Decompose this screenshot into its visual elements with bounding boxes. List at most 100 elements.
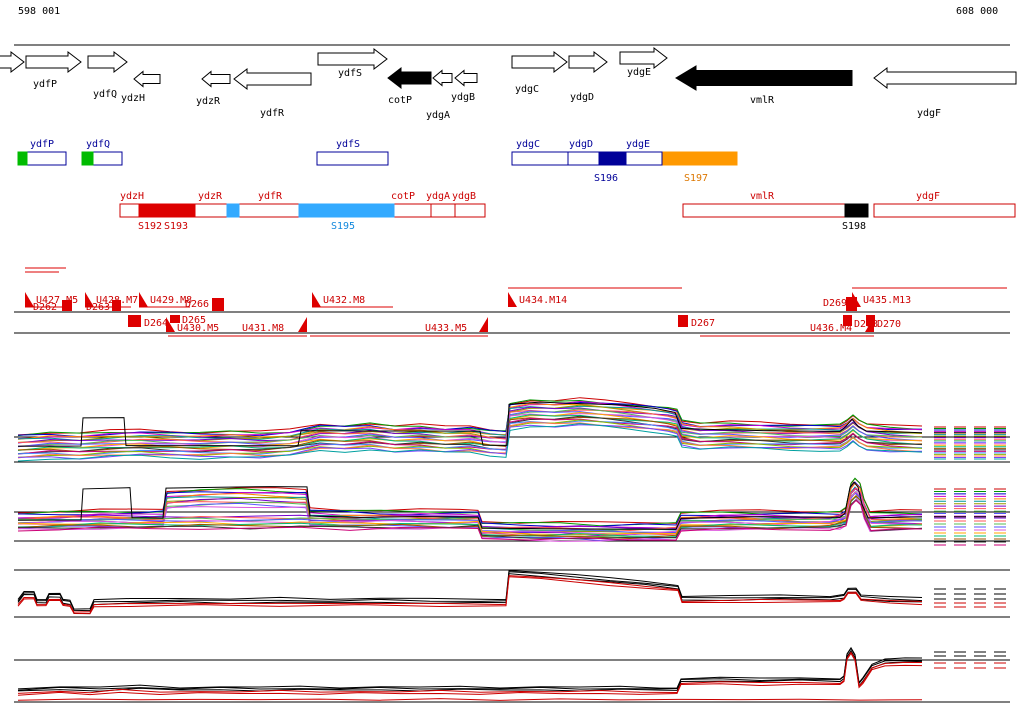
- expression-panel-3-trace: [17, 571, 923, 612]
- expression-panel-2-trace: [17, 495, 923, 539]
- region-start-label: 598 001: [18, 6, 61, 17]
- expression-panel-2-trace: [17, 481, 923, 528]
- expression-panel-1-trace: [17, 410, 923, 448]
- downshift-label: D265: [182, 315, 206, 326]
- downshift-box-D262[interactable]: [62, 300, 72, 311]
- gene-ydgA-label: ydgA: [426, 110, 450, 121]
- segment-blue-gene-label: ydgE: [626, 139, 650, 150]
- segment-red-gene-label: ydgB: [452, 191, 476, 202]
- gene-ydgC-arrow[interactable]: [511, 50, 568, 74]
- segment-red-box[interactable]: [873, 203, 1016, 218]
- segment-blue-gene-label: ydfS: [336, 139, 360, 150]
- segment-red-gene-label: ydzR: [198, 191, 223, 202]
- upshift-label: U434.M14: [519, 295, 567, 306]
- upshift-flag-U431.M8[interactable]: [298, 317, 307, 332]
- downshift-box-D268[interactable]: [843, 315, 852, 326]
- gene-ydfQ-arrow[interactable]: [87, 50, 128, 74]
- gene-ydgA-arrow[interactable]: [432, 69, 453, 87]
- segment-red-box[interactable]: [682, 203, 846, 218]
- upshift-label: U427.M5: [36, 295, 78, 306]
- segment-blue-box[interactable]: [316, 151, 389, 166]
- segment-red-gene-label: ydfR: [258, 191, 283, 202]
- gene-ydzH-label: ydzH: [121, 93, 145, 104]
- segment-red-segment[interactable]: [298, 203, 395, 218]
- gene-ydfR-arrow[interactable]: [233, 67, 312, 91]
- expression-panel-1-trace: [17, 424, 923, 460]
- segment-red-segment[interactable]: [156, 203, 196, 218]
- gene-ydfS-arrow[interactable]: [317, 47, 388, 71]
- region-end-label: 608 000: [956, 6, 999, 17]
- segment-red-gene-label: ydgF: [916, 191, 940, 202]
- expression-panel-3-trace: [17, 570, 923, 610]
- upshift-label: U430.M5: [177, 323, 219, 334]
- gene-ydgB-arrow[interactable]: [454, 69, 478, 87]
- downshift-label: D269: [823, 298, 847, 309]
- downshift-box-D265[interactable]: [170, 315, 180, 323]
- expression-panel-2-trace: [17, 477, 923, 527]
- segment-blue-segment[interactable]: [17, 151, 28, 166]
- segment-blue-segment[interactable]: [81, 151, 94, 166]
- segment-red-segment[interactable]: [226, 203, 240, 218]
- expression-panel-1-trace: [17, 423, 923, 462]
- expression-panel-2-trace: [17, 481, 923, 530]
- gene-ydfP-arrow[interactable]: [25, 50, 82, 74]
- upshift-flag-U428.M7[interactable]: [85, 292, 94, 307]
- gene-ydzR-arrow[interactable]: [201, 70, 231, 88]
- gene-cotP-arrow[interactable]: [387, 66, 432, 90]
- downshift-box-D263[interactable]: [112, 300, 121, 311]
- segment-red-box[interactable]: [430, 203, 456, 218]
- upshift-flag-U429.M8[interactable]: [139, 292, 148, 307]
- downshift-box-D266[interactable]: [212, 298, 224, 311]
- downshift-label: D263: [86, 302, 110, 313]
- segment-blue-segment[interactable]: [598, 151, 627, 166]
- upshift-label: U431.M8: [242, 323, 284, 334]
- downshift-box-D269[interactable]: [846, 297, 857, 311]
- expression-panel-2-trace: [17, 491, 923, 535]
- expression-panel-3-trace: [17, 575, 923, 613]
- gene-ydgE-arrow[interactable]: [619, 46, 668, 70]
- downshift-label: D264: [144, 318, 168, 329]
- expression-panel-1-trace: [17, 399, 923, 437]
- segment-red-gene-label: cotP: [391, 191, 415, 202]
- upshift-flag-U430.M5[interactable]: [166, 317, 175, 332]
- gene-vmlR-arrow[interactable]: [675, 65, 853, 91]
- gene-ydgF-arrow[interactable]: [873, 66, 1017, 90]
- upshift-flag-U433.M5[interactable]: [479, 317, 488, 332]
- expression-panel-1-trace: [17, 406, 923, 444]
- segment-red-segment[interactable]: [844, 203, 869, 218]
- downshift-box-D267[interactable]: [678, 315, 688, 327]
- upshift-flag-U434.M14[interactable]: [508, 292, 517, 307]
- downshift-box-D264[interactable]: [128, 315, 141, 327]
- expression-panel-4-trace: [17, 651, 923, 694]
- segment-blue-segment[interactable]: [662, 151, 738, 166]
- upshift-label: U429.M8: [150, 295, 192, 306]
- gene-ydzH-arrow[interactable]: [133, 70, 161, 88]
- segment-blue-segment-label: S197: [684, 173, 708, 184]
- segment-blue-gene-label: ydgC: [516, 139, 540, 150]
- expression-panel-4-trace: [17, 652, 923, 696]
- expression-panel-1-trace: [17, 401, 923, 447]
- segment-red-segment[interactable]: [138, 203, 157, 218]
- gene-ydgF-label: ydgF: [917, 108, 941, 119]
- expression-panel-1-trace: [17, 403, 923, 440]
- expression-panel-1-trace: [17, 417, 923, 455]
- expression-panel-2-trace: [17, 499, 923, 541]
- segment-red-gene-label: ydgA: [426, 191, 450, 202]
- expression-panel-1-trace: [17, 421, 923, 459]
- upshift-label: U433.M5: [425, 323, 467, 334]
- upshift-flag-U427.M5[interactable]: [25, 292, 34, 307]
- expression-panel-3-trace: [17, 576, 923, 615]
- downshift-label: D266: [185, 299, 209, 310]
- gene-ydgD-arrow[interactable]: [568, 50, 608, 74]
- gene-ydfR-label: ydfR: [260, 108, 285, 119]
- downshift-box-D270[interactable]: [866, 315, 875, 326]
- segment-blue-box[interactable]: [511, 151, 569, 166]
- expression-panel-4-trace: [17, 647, 923, 691]
- segment-red-box[interactable]: [454, 203, 486, 218]
- gene-partial-left-arrow[interactable]: [0, 50, 25, 74]
- upshift-flag-U432.M8[interactable]: [312, 292, 321, 307]
- gene-ydgE-label: ydgE: [627, 67, 651, 78]
- segment-red-segment-label: S192: [138, 221, 162, 232]
